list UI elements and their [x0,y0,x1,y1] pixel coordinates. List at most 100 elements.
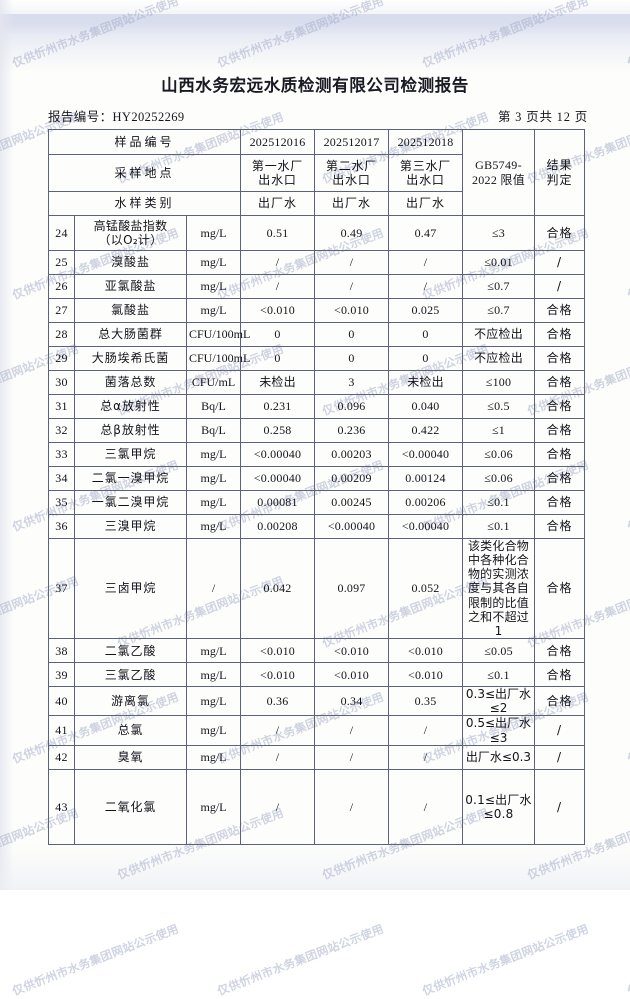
row-item-name: 一氯二溴甲烷 [74,490,187,515]
header-site-2-line2: 出水口 [332,173,371,187]
row-unit: Bq/L [186,394,241,419]
table-body: 24 高锰酸盐指数 （以O₂计） mg/L 0.51 0.49 0.47 ≤3 合格 25 溴酸盐 m… [48,215,585,845]
row-index: 43 [48,768,75,845]
row-index: 33 [48,442,75,467]
table-row: 30 菌落总数 CFU/mL 未检出 3 未检出 ≤100 合格 [48,370,585,395]
row-value-sample-3: <0.00040 [388,514,463,539]
header-verdict-line1: 结果 [546,158,573,173]
row-unit: mg/L [186,250,241,275]
watermark-text: 仅供忻州市水务集团网站公示使用 [215,921,386,999]
watermark-text: 仅供忻州市水务集团网站公示使用 [10,921,181,999]
row-index: 42 [48,744,75,770]
row-item-name: 亚氯酸盐 [74,274,187,299]
row-value-sample-3: <0.010 [388,662,463,688]
row-unit: CFU/100mL [186,346,250,371]
row-value-sample-1: 0 [240,322,315,347]
row-value-sample-1: <0.00040 [240,466,315,491]
row-standard-limit: ≤0.1 [462,490,535,515]
row-unit: mg/L [186,514,241,539]
row-value-sample-2: / [314,715,389,746]
row-index: 24 [48,215,75,251]
table-row: 26 亚氯酸盐 mg/L / / / ≤0.7/ [48,274,585,299]
header-sample-no-label: 样品编号 [48,129,241,155]
row-item-name-line2: （以O₂计） [98,233,163,247]
row-value-sample-2: <0.010 [314,638,389,664]
row-value-sample-2: 0.236 [314,418,389,443]
row-standard-limit: 不应检出 [462,322,535,347]
header-water-type-1: 出厂水 [240,191,315,216]
row-value-sample-2: <0.010 [314,662,389,688]
row-value-sample-3: 0.00206 [388,490,463,515]
row-unit: / [186,537,241,640]
row-item-name: 溴酸盐 [74,250,187,275]
row-value-sample-1: 0 [240,346,315,371]
row-item-name: 二氧化氯 [74,768,187,845]
header-row-sample-no: 样品编号 202512016 202512017 202512018 GB574… [48,129,585,216]
row-index: 38 [48,638,75,664]
header-site-2: 第二水厂 出水口 [314,154,389,192]
header-site-1-line1: 第一水厂 [251,158,304,173]
row-verdict: 合格 [534,490,585,515]
table-row: 33 三氯甲烷 mg/L <0.00040 0.00203 <0.00040 ≤0.06 合格 [48,442,585,467]
row-verdict: 合格 [534,394,585,419]
row-value-sample-1: 未检出 [240,370,315,395]
table-row: 42 臭氧 mg/L / / / 出厂水≤0.3/ [48,744,585,770]
table-row: 43 二氧化氯 mg/L / //0.1≤出厂水≤0.8/ [48,768,585,845]
table-row: 32 总β放射性 Bq/L 0.258 0.236 0.422 ≤1 合格 [48,418,585,443]
row-value-sample-2: 0 [314,322,389,347]
row-value-sample-3: 0.00124 [388,466,463,491]
row-index: 28 [48,322,75,347]
row-index: 36 [48,514,75,539]
row-verdict: 合格 [534,298,585,323]
row-unit: mg/L [186,442,241,467]
row-index: 39 [48,662,75,688]
row-index: 29 [48,346,75,371]
row-unit: mg/L [186,744,241,770]
row-verdict: 合格 [534,442,585,467]
row-item-name: 二氯乙酸 [74,638,187,664]
row-value-sample-2: 0.096 [314,394,389,419]
row-standard-limit: ≤1 [462,418,535,443]
row-verdict: 合格 [534,418,585,443]
row-value-sample-2: / [314,744,389,770]
row-value-sample-1: 0.231 [240,394,315,419]
row-item-name: 大肠埃希氏菌 [74,346,187,371]
row-value-sample-3: 0.35 [388,686,463,717]
row-standard-limit: 不应检出 [462,346,535,371]
row-value-sample-3: <0.00040 [388,442,463,467]
row-value-sample-2: 0.00209 [314,466,389,491]
table-row: 25 溴酸盐 mg/L / / / ≤0.01/ [48,250,585,275]
header-water-type-2: 出厂水 [314,191,389,216]
row-standard-limit: ≤0.5 [462,394,535,419]
row-verdict: 合格 [534,514,585,539]
header-site-3: 第三水厂 出水口 [388,154,463,192]
watermark-text: 仅供忻州市水务集团网站公示使用 [625,921,630,999]
row-verdict: 合格 [534,466,585,491]
row-item-name: 二氯一溴甲烷 [74,466,187,491]
header-row-water-type: 水样类别 出厂水 出厂水 出厂水 [48,191,585,216]
header-verdict: 结果 判定 [534,129,585,216]
row-value-sample-3: 0 [388,346,463,371]
header-water-type-label: 水样类别 [48,191,241,216]
table-row: 36 三溴甲烷 mg/L 0.00208 <0.00040 <0.00040 ≤0.1 合格 [48,514,585,539]
row-index: 35 [48,490,75,515]
row-standard-limit: ≤0.7 [462,298,535,323]
row-verdict: 合格 [534,322,585,347]
row-verdict: / [534,744,585,770]
row-value-sample-2: / [314,768,389,845]
row-value-sample-1: <0.010 [240,662,315,688]
row-value-sample-3: / [388,768,463,845]
row-index: 41 [48,715,75,746]
row-value-sample-3: / [388,274,463,299]
row-standard-limit: ≤0.01 [462,250,535,275]
row-verdict: 合格 [534,370,585,395]
header-row-sampling-site: 采样地点 第一水厂 出水口 第二水厂 出水口 第三水厂 出水口 [48,154,585,192]
row-unit: mg/L [186,686,241,717]
row-value-sample-2: / [314,274,389,299]
row-index: 30 [48,370,75,395]
table-row: 41 总氯 mg/L / //0.5≤出厂水≤3/ [48,715,585,746]
header-standard-limit: GB5749- 2022 限值 [462,129,535,216]
row-item-name: 三氯乙酸 [74,662,187,688]
watermark-text: 仅供忻州市水务集团网站公示使用 [420,921,591,999]
row-value-sample-2: 0.097 [314,537,389,640]
